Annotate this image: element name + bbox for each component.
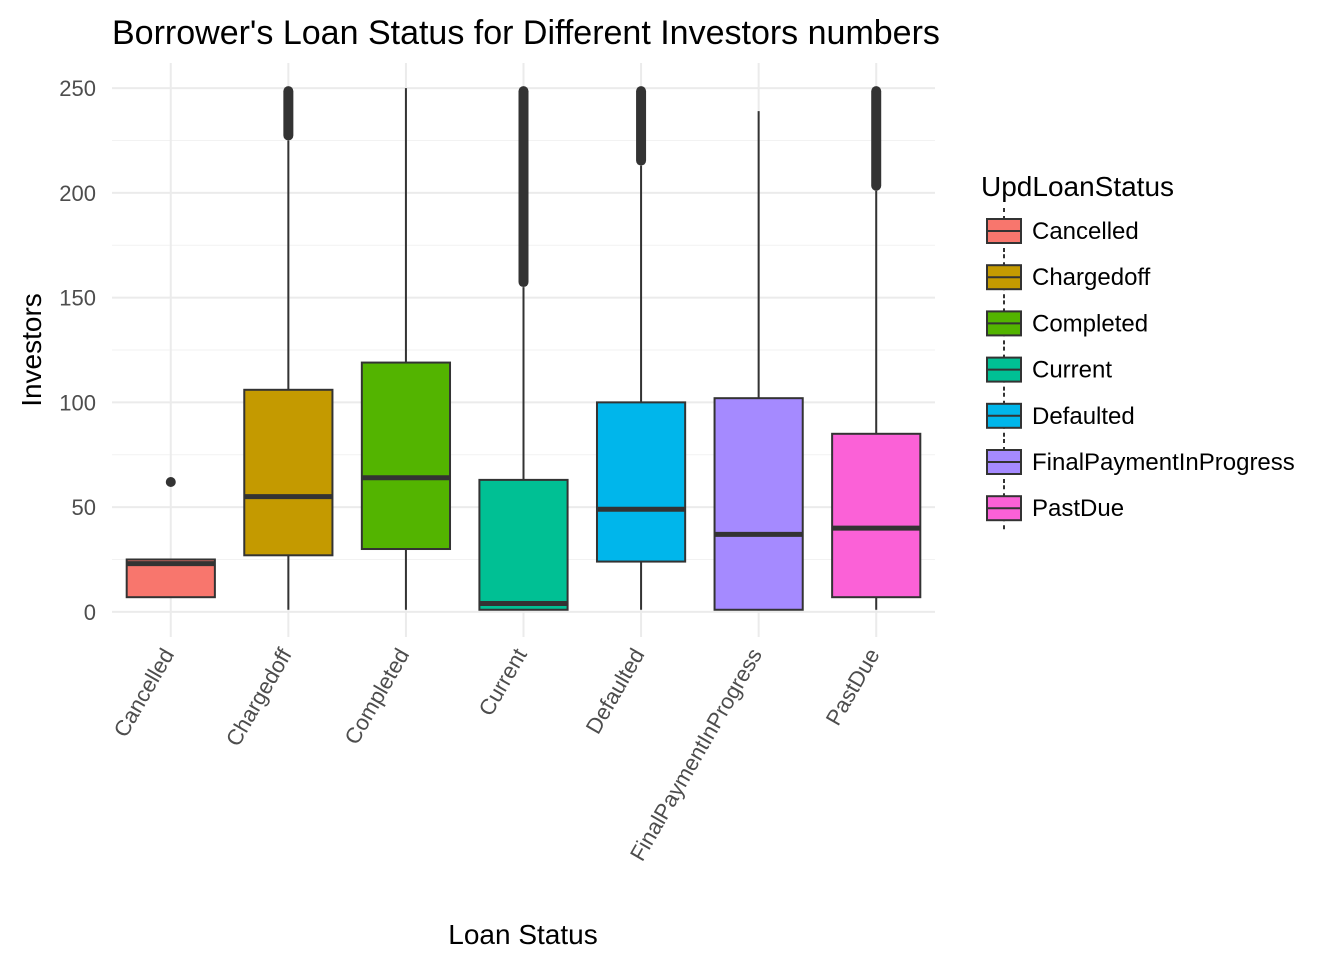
y-tick-label: 200 (59, 181, 96, 206)
y-tick-label: 0 (84, 600, 96, 625)
x-tick-labels: Cancelled Chargedoff Completed Current Defau… (109, 643, 885, 865)
box-body (243, 388, 334, 557)
legend-label: Defaulted (1032, 403, 1135, 430)
box-body (478, 478, 569, 611)
legend: UpdLoanStatus Cancelled Chargedoff Complet… (981, 171, 1295, 532)
box-Completed (360, 88, 452, 610)
x-tick-label: FinalPaymentInProgress (625, 644, 767, 865)
legend-label: PastDue (1032, 495, 1124, 522)
legend-item-PastDue: PastDue (986, 485, 1124, 532)
legend-item-Cancelled: Cancelled (986, 208, 1139, 254)
x-tick-label: Cancelled (109, 644, 180, 741)
outlier-points (518, 86, 529, 288)
x-tick-label: Current (473, 644, 531, 720)
legend-item-Chargedoff: Chargedoff (986, 254, 1151, 301)
y-tick-label: 100 (59, 390, 96, 415)
x-tick-label: Chargedoff (221, 643, 297, 750)
boxes-layer (125, 86, 922, 611)
y-tick-label: 150 (59, 286, 96, 311)
box-body (713, 397, 804, 611)
box-Defaulted (595, 86, 687, 610)
legend-item-Defaulted: Defaulted (986, 392, 1135, 439)
outlier-point (165, 476, 176, 487)
legend-label: Chargedoff (1032, 264, 1151, 291)
y-tick-labels: 0 50 100 150 200 250 (59, 76, 96, 625)
box-FinalPaymentInProgress (713, 111, 804, 611)
legend-label: Cancelled (1032, 218, 1139, 245)
x-axis-title: Loan Status (448, 919, 597, 950)
y-axis-title: Investors (16, 293, 47, 407)
outlier-points (283, 86, 294, 141)
legend-item-Current: Current (986, 346, 1112, 393)
x-tick-label: PastDue (821, 644, 885, 730)
y-tick-label: 250 (59, 76, 96, 101)
chart-title: Borrower's Loan Status for Different Inv… (112, 14, 940, 52)
box-body (360, 361, 452, 551)
legend-label: Current (1032, 357, 1112, 384)
box-body (831, 432, 922, 599)
legend-label: FinalPaymentInProgress (1032, 449, 1295, 476)
x-tick-label: Defaulted (581, 644, 650, 738)
box-body (595, 401, 687, 563)
legend-item-Completed: Completed (986, 300, 1148, 347)
box-Current (478, 86, 569, 611)
legend-item-FinalPaymentInProgress: FinalPaymentInProgress (986, 439, 1295, 485)
outlier-points (636, 86, 647, 166)
y-tick-label: 50 (72, 495, 96, 520)
outlier-points (871, 86, 882, 191)
legend-label: Completed (1032, 310, 1148, 337)
box-PastDue (831, 86, 922, 610)
legend-title: UpdLoanStatus (981, 171, 1174, 202)
x-tick-label: Completed (339, 644, 414, 749)
box-Cancelled (125, 476, 216, 599)
box-Chargedoff (243, 86, 334, 610)
